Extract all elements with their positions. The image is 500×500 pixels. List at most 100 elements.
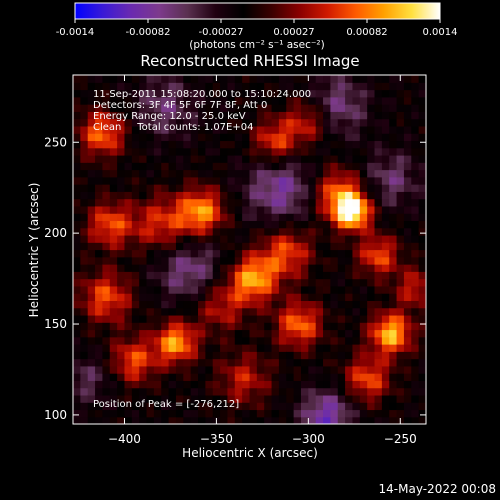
heatmap-cell xyxy=(271,125,280,134)
heatmap-cell xyxy=(124,234,133,243)
heatmap-cell xyxy=(300,365,309,374)
heatmap-cell xyxy=(220,300,229,309)
heatmap-cell xyxy=(345,256,354,265)
heatmap-cell xyxy=(183,271,192,280)
heatmap-cell xyxy=(102,365,111,374)
heatmap-cell xyxy=(161,336,170,345)
heatmap-cell xyxy=(73,380,81,389)
heatmap-cell xyxy=(205,344,214,352)
heatmap-cell xyxy=(337,82,346,91)
heatmap-cell xyxy=(73,278,81,287)
heatmap-cell xyxy=(374,162,383,171)
colorbar-tick-label: -0.00082 xyxy=(126,27,171,38)
heatmap-cell xyxy=(227,133,236,142)
info-line-detectors: Detectors: 3F 4F 5F 6F 7F 8F, Att 0 xyxy=(93,100,267,111)
heatmap-cell xyxy=(337,300,346,309)
heatmap-cell xyxy=(345,213,354,222)
heatmap-cell xyxy=(227,154,236,163)
heatmap-cell xyxy=(374,314,383,323)
heatmap-cell xyxy=(286,184,295,192)
heatmap-cell xyxy=(389,402,398,411)
heatmap-cell xyxy=(183,256,192,265)
heatmap-cell xyxy=(242,336,251,345)
heatmap-cell xyxy=(411,394,420,403)
heatmap-cell xyxy=(87,213,96,222)
heatmap-cell xyxy=(396,373,405,381)
heatmap-cell xyxy=(168,380,177,389)
heatmap-cell xyxy=(73,307,81,316)
heatmap-cell xyxy=(337,351,346,360)
heatmap-cell xyxy=(153,205,162,214)
heatmap-cell xyxy=(87,111,96,120)
heatmap-cell xyxy=(109,394,118,403)
heatmap-cell xyxy=(205,213,214,222)
heatmap-cell xyxy=(139,154,148,163)
heatmap-cell xyxy=(411,89,420,98)
heatmap-cell xyxy=(205,104,214,112)
heatmap-cell xyxy=(352,329,361,338)
heatmap-cell xyxy=(175,75,184,83)
heatmap-cell xyxy=(308,293,317,301)
heatmap-cell xyxy=(315,358,324,367)
heatmap-cell xyxy=(198,278,206,287)
heatmap-cell xyxy=(264,387,273,396)
heatmap-cell xyxy=(308,285,317,294)
heatmap-cell xyxy=(205,140,214,149)
heatmap-cell xyxy=(95,351,104,360)
heatmap-cell xyxy=(183,82,192,91)
heatmap-cell xyxy=(330,322,339,331)
heatmap-cell xyxy=(300,89,309,98)
heatmap-cell xyxy=(212,293,221,301)
heatmap-cell xyxy=(418,264,426,272)
heatmap-cell xyxy=(95,264,104,272)
heatmap-cell xyxy=(389,300,398,309)
heatmap-cell xyxy=(396,220,405,229)
heatmap-cell xyxy=(249,96,258,105)
heatmap-cell xyxy=(139,409,148,418)
heatmap-cell xyxy=(190,198,199,207)
heatmap-cell xyxy=(80,329,89,338)
heatmap-cell xyxy=(139,169,148,178)
heatmap-cell xyxy=(102,307,111,316)
heatmap-cell xyxy=(345,176,354,185)
heatmap-cell xyxy=(161,300,170,309)
heatmap-cell xyxy=(278,394,287,403)
heatmap-cell xyxy=(117,96,126,105)
heatmap-cell xyxy=(124,213,133,222)
heatmap-cell xyxy=(300,198,309,207)
heatmap-cell xyxy=(95,249,104,258)
heatmap-cell xyxy=(124,242,133,251)
heatmap-cell xyxy=(411,344,420,352)
heatmap-cell xyxy=(87,154,96,163)
heatmap-cell xyxy=(359,249,368,258)
heatmap-cell xyxy=(87,416,96,424)
heatmap-cell xyxy=(345,198,354,207)
heatmap-cell xyxy=(175,198,184,207)
heatmap-cell xyxy=(131,234,140,243)
heatmap-cell xyxy=(95,256,104,265)
heatmap-cell xyxy=(308,344,317,352)
heatmap-cell xyxy=(87,351,96,360)
heatmap-cell xyxy=(264,162,273,171)
heatmap-cell xyxy=(337,256,346,265)
heatmap-cell xyxy=(175,373,184,381)
heatmap-cell xyxy=(389,220,398,229)
heatmap-cell xyxy=(153,242,162,251)
heatmap-cell xyxy=(153,104,162,112)
heatmap-cell xyxy=(153,402,162,411)
heatmap-cell xyxy=(278,96,287,105)
heatmap-cell xyxy=(308,307,317,316)
heatmap-cell xyxy=(205,402,214,411)
heatmap-cell xyxy=(220,264,229,272)
heatmap-cell xyxy=(352,351,361,360)
heatmap-cell xyxy=(212,285,221,294)
heatmap-cell xyxy=(374,118,383,127)
heatmap-cell xyxy=(293,329,302,338)
heatmap-cell xyxy=(117,234,126,243)
heatmap-cell xyxy=(175,264,184,272)
heatmap-cell xyxy=(234,409,243,418)
colorbar-tick-label: -0.0014 xyxy=(56,27,95,38)
heatmap-cell xyxy=(403,227,412,236)
heatmap-cell xyxy=(337,154,346,163)
heatmap-cell xyxy=(418,198,426,207)
